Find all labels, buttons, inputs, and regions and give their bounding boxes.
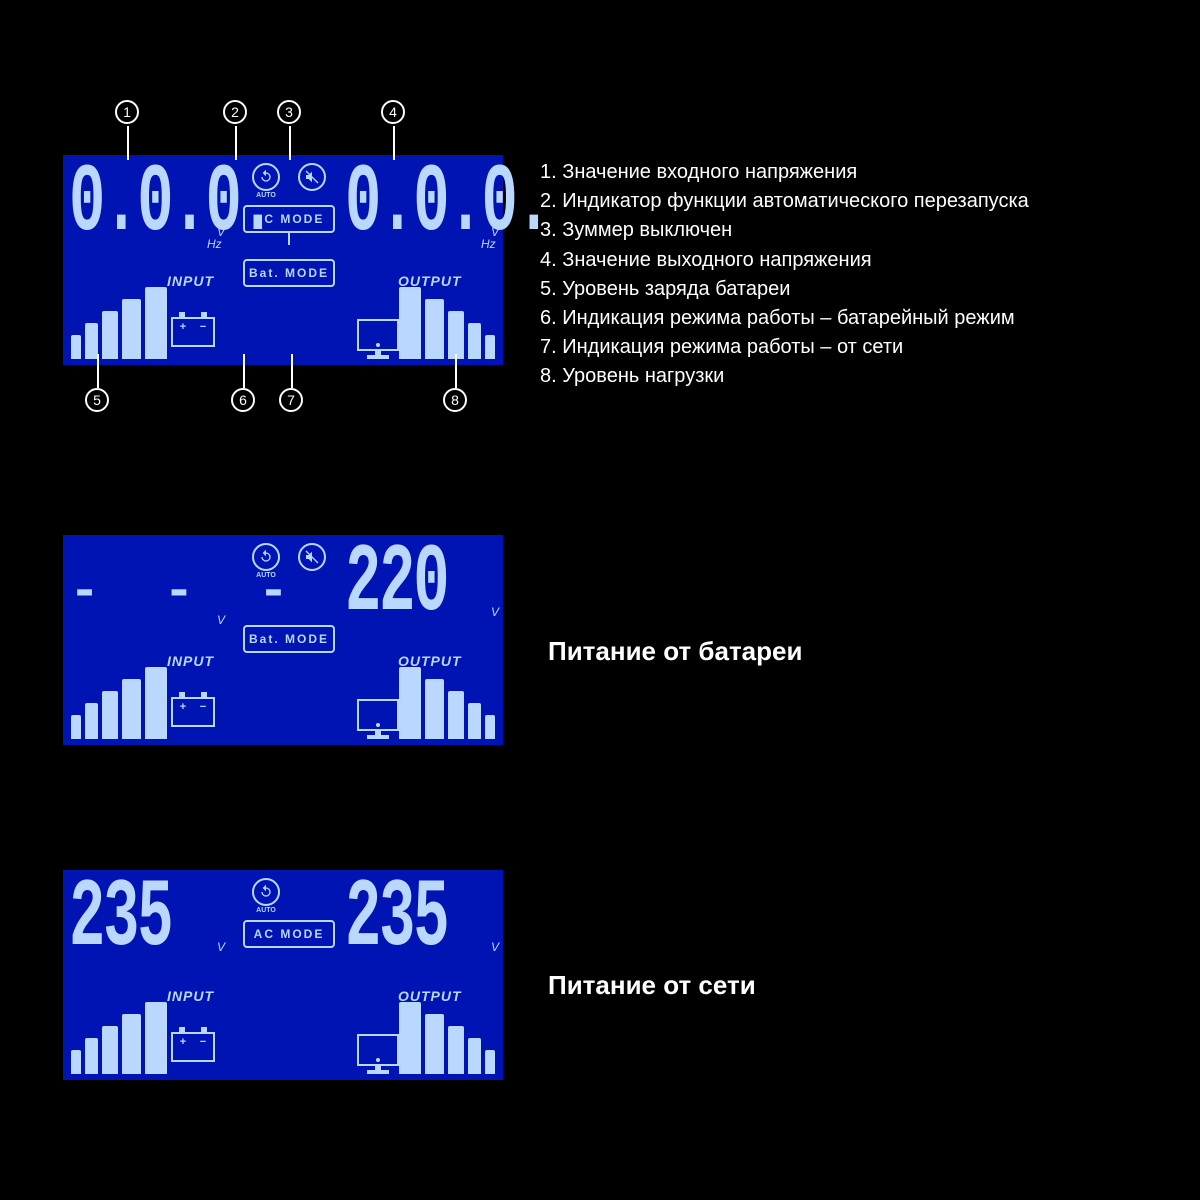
level-bar — [71, 335, 81, 359]
auto-restart-icon: AUTO — [252, 163, 280, 191]
unit-hz-right: Hz — [481, 237, 496, 251]
callout-number: 3 — [277, 100, 301, 124]
lcd-panel-3: 235 V 235 V INPUT OUTPUT AUTO AC MODE +− — [63, 870, 503, 1080]
callout-number: 6 — [231, 388, 255, 412]
level-bar — [85, 703, 98, 739]
lcd-panel-1: 0.0.0. V Hz 0.0.0. V Hz INPUT OUTPUT AUT… — [63, 155, 503, 365]
label-input: INPUT — [167, 653, 214, 669]
unit-v-right: V — [491, 605, 499, 619]
callout-number: 5 — [85, 388, 109, 412]
level-bar — [448, 691, 464, 739]
unit-v-left: V — [217, 613, 225, 627]
level-bar — [71, 1050, 81, 1074]
level-bar — [145, 667, 167, 739]
level-bar — [485, 715, 495, 739]
callout-number: 4 — [381, 100, 405, 124]
battery-icon: +− — [171, 317, 215, 347]
label-input: INPUT — [167, 273, 214, 289]
load-level-bars — [399, 667, 495, 739]
level-bar — [85, 1038, 98, 1074]
legend-item: 8. Уровень нагрузки — [540, 362, 1029, 391]
output-value: 220 — [345, 541, 487, 617]
lcd-panel-2: - - - V 220 V INPUT OUTPUT AUTO Bat. MOD… — [63, 535, 503, 745]
auto-restart-icon: AUTO — [252, 878, 280, 906]
level-bar — [102, 1026, 118, 1074]
battery-icon: +− — [171, 1032, 215, 1062]
unit-hz-left: Hz — [207, 237, 222, 251]
unit-v-left: V — [217, 940, 225, 954]
buzzer-off-icon — [298, 163, 326, 191]
label-input: INPUT — [167, 988, 214, 1004]
level-bar — [145, 287, 167, 359]
legend-item: 4. Значение выходного напряжения — [540, 246, 1029, 275]
monitor-icon — [357, 1034, 399, 1066]
monitor-icon — [357, 699, 399, 731]
level-bar — [145, 1002, 167, 1074]
mode-divider — [288, 233, 290, 245]
legend-item: 6. Индикация режима работы – батарейный … — [540, 304, 1029, 333]
level-bar — [448, 1026, 464, 1074]
level-bar — [71, 715, 81, 739]
level-bar — [485, 335, 495, 359]
monitor-icon — [357, 319, 399, 351]
caption-panel-2: Питание от батареи — [548, 636, 802, 667]
buzzer-off-icon — [298, 543, 326, 571]
level-bar — [399, 1002, 421, 1074]
center-column: AUTO AC MODE — [243, 878, 335, 948]
ac-mode-box: AC MODE — [243, 920, 335, 948]
callout-number: 7 — [279, 388, 303, 412]
level-bar — [468, 323, 481, 359]
callout-number: 8 — [443, 388, 467, 412]
level-bar — [399, 667, 421, 739]
center-column: AUTO AC MODE Bat. MODE — [243, 163, 335, 287]
level-bar — [122, 1014, 141, 1074]
output-value: 235 — [345, 876, 487, 952]
legend-item: 1. Значение входного напряжения — [540, 158, 1029, 187]
level-bar — [122, 299, 141, 359]
callout-number: 2 — [223, 100, 247, 124]
level-bar — [425, 299, 444, 359]
battery-level-bars — [71, 287, 167, 359]
level-bar — [399, 287, 421, 359]
legend-item: 3. Зуммер выключен — [540, 216, 1029, 245]
level-bar — [102, 311, 118, 359]
level-bar — [448, 311, 464, 359]
legend-list: 1. Значение входного напряжения2. Индика… — [540, 158, 1029, 392]
legend-item: 7. Индикация режима работы – от сети — [540, 333, 1029, 362]
ac-mode-box: AC MODE — [243, 205, 335, 233]
center-column: AUTO Bat. MODE — [243, 543, 335, 653]
legend-item: 2. Индикатор функции автоматического пер… — [540, 187, 1029, 216]
level-bar — [85, 323, 98, 359]
unit-v-right: V — [491, 940, 499, 954]
battery-level-bars — [71, 667, 167, 739]
level-bar — [425, 679, 444, 739]
level-bar — [468, 1038, 481, 1074]
caption-panel-3: Питание от сети — [548, 970, 756, 1001]
load-level-bars — [399, 287, 495, 359]
level-bar — [468, 703, 481, 739]
bat-mode-box: Bat. MODE — [243, 259, 335, 287]
callout-number: 1 — [115, 100, 139, 124]
level-bar — [485, 1050, 495, 1074]
legend-item: 5. Уровень заряда батареи — [540, 275, 1029, 304]
bat-mode-box: Bat. MODE — [243, 625, 335, 653]
auto-restart-icon: AUTO — [252, 543, 280, 571]
level-bar — [122, 679, 141, 739]
level-bar — [425, 1014, 444, 1074]
battery-icon: +− — [171, 697, 215, 727]
input-value: 235 — [69, 876, 211, 952]
load-level-bars — [399, 1002, 495, 1074]
level-bar — [102, 691, 118, 739]
battery-level-bars — [71, 1002, 167, 1074]
